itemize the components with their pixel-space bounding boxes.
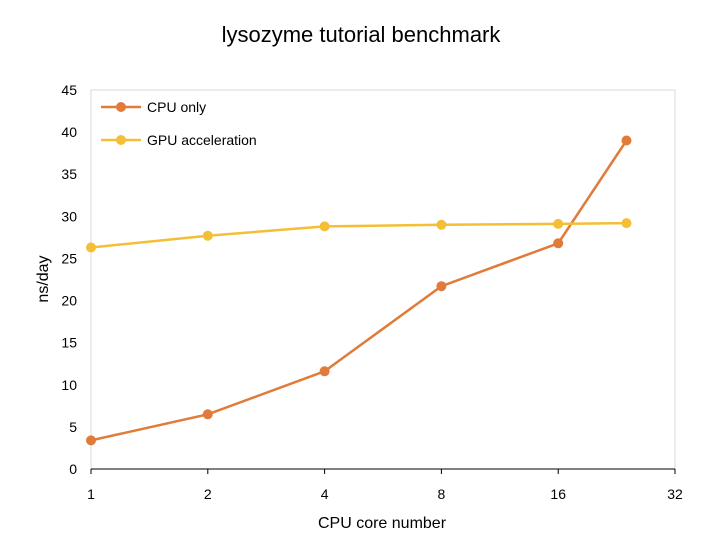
series-line-gpu-acceleration	[90, 221, 627, 249]
x-tick-label: 8	[438, 486, 446, 502]
data-point-gpu-acceleration	[319, 221, 330, 232]
x-tick-label: 4	[321, 486, 329, 502]
data-point-gpu-acceleration	[621, 218, 632, 229]
y-tick-label: 5	[69, 419, 77, 435]
legend: CPU only GPU acceleration	[101, 99, 257, 148]
data-point-cpu-only	[436, 281, 447, 292]
legend-label-gpu-acceleration: GPU acceleration	[147, 132, 257, 148]
y-tick-label: 0	[69, 461, 77, 477]
y-tick-label: 10	[61, 377, 77, 393]
legend-marker-gpu-acceleration	[116, 135, 126, 145]
y-tick-label: 25	[61, 250, 77, 266]
data-point-gpu-acceleration	[202, 230, 213, 241]
data-point-gpu-acceleration	[86, 242, 96, 253]
x-tick-label: 1	[87, 486, 95, 502]
data-point-cpu-only	[319, 366, 330, 377]
data-point-cpu-only	[553, 238, 564, 249]
x-axis-ticks: 1 2 4 8 16 32	[87, 469, 683, 502]
y-tick-label: 35	[61, 166, 77, 182]
data-point-gpu-acceleration	[553, 218, 564, 229]
y-tick-label: 45	[61, 82, 77, 98]
chart-title: lysozyme tutorial benchmark	[222, 22, 502, 47]
x-tick-label: 32	[667, 486, 683, 502]
y-axis-label: ns/day	[35, 255, 52, 302]
series-line-cpu-only	[90, 139, 628, 442]
x-tick-label: 16	[550, 486, 566, 502]
y-tick-label: 15	[61, 335, 77, 351]
y-tick-label: 20	[61, 293, 77, 309]
data-point-cpu-only	[202, 409, 213, 420]
data-point-cpu-only	[621, 135, 632, 146]
series-layer	[86, 135, 632, 446]
y-tick-label: 40	[61, 124, 77, 140]
x-axis-label: CPU core number	[318, 515, 447, 532]
data-point-gpu-acceleration	[436, 219, 447, 230]
x-tick-label: 2	[204, 486, 212, 502]
y-axis-ticks: 0 5 10 15 20 25 30 35 40 45	[61, 82, 77, 477]
y-tick-label: 30	[61, 208, 77, 224]
data-point-cpu-only	[86, 435, 96, 446]
legend-label-cpu-only: CPU only	[147, 99, 206, 115]
legend-marker-cpu-only	[116, 102, 126, 112]
